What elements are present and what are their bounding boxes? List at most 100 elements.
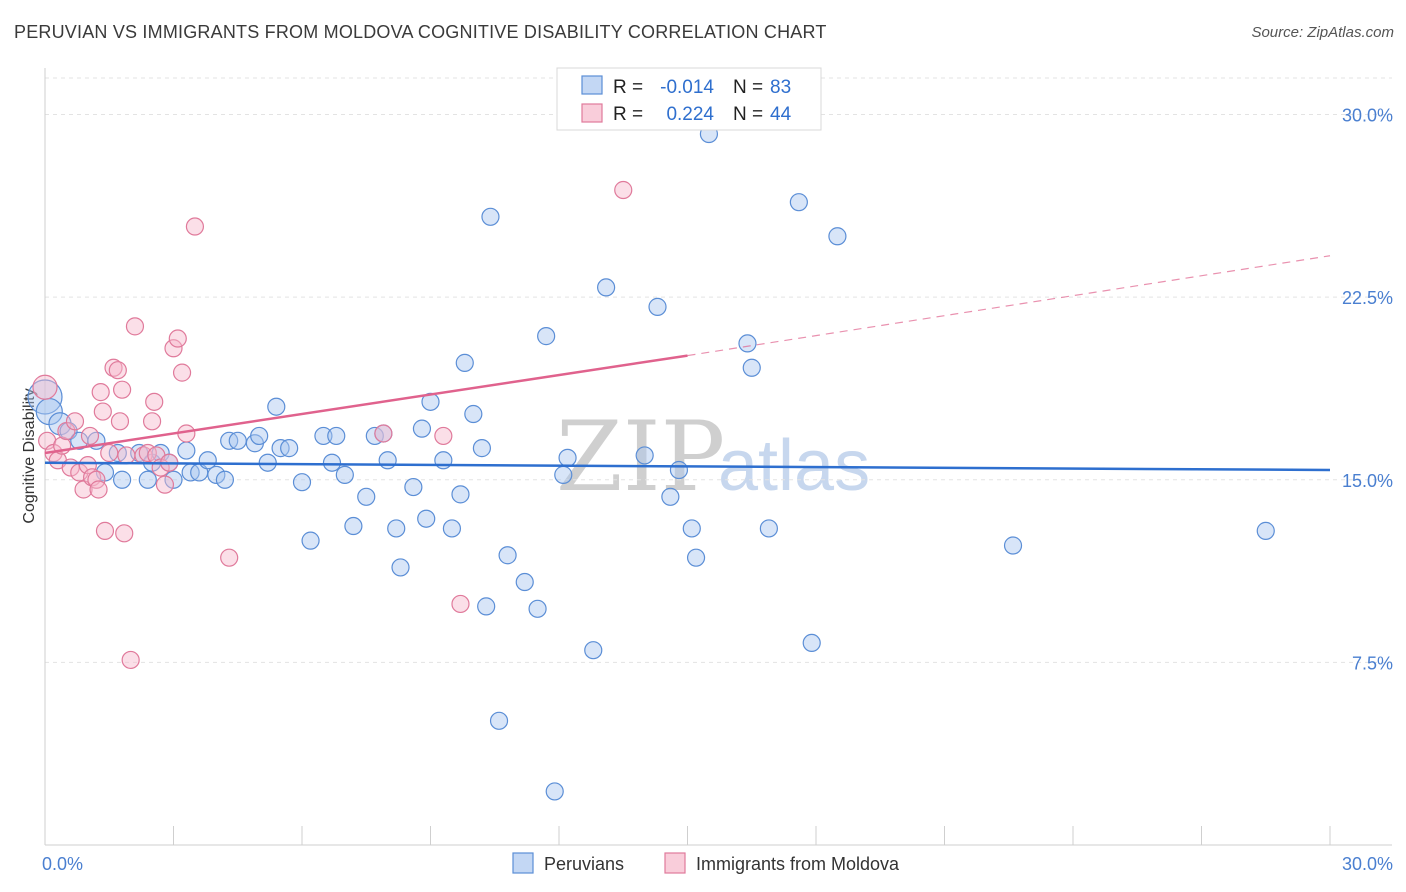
peruvians-point [412,419,432,438]
peruvians-point [545,782,564,801]
peruvians-point [267,397,286,416]
moldova-point [95,521,115,540]
legend-bottom-label-peruvians: Peruvians [544,854,624,874]
legend-n-value-peruvians: 83 [770,77,791,98]
peruvians-point [301,531,320,550]
legend-n-label-peruvians: N = [733,77,763,98]
peruvians-point [327,426,346,446]
chart-title: PERUVIAN VS IMMIGRANTS FROM MOLDOVA COGN… [14,22,827,42]
peruvians-point [27,379,63,415]
peruvians-point [322,453,342,472]
axes [44,68,1392,846]
peruvians-point [442,519,462,538]
moldova-point [89,480,108,499]
moldova-point [185,217,205,236]
moldova-point [614,180,633,200]
legend-r-label-peruvians: R = [613,77,643,98]
peruvians-point [669,460,689,480]
watermark: ZIP atlas [556,401,870,513]
peruvians-point [404,477,423,497]
x-tick-marks [44,826,1331,845]
peruvians-point [164,470,183,489]
peruvians-trend-line [44,461,1331,472]
legend-bottom-label-moldova: Immigrants from Moldova [696,854,900,874]
legend-bottom-swatch-moldova [664,852,686,874]
peruvians-point [554,465,573,484]
peruvians-point [584,641,603,660]
moldova-point [155,475,175,494]
peruvians-point [1003,536,1023,555]
legend-bottom: Peruvians Immigrants from Moldova [512,852,900,874]
peruvians-point [742,358,761,377]
moldova-point [32,374,58,400]
trend-lines [44,255,1331,472]
moldova-point [451,594,470,614]
moldova-point [108,361,127,380]
moldova-point [112,380,132,399]
gridlines [45,77,1392,663]
legend-swatch-moldova [581,103,603,123]
peruvians-point [391,558,410,577]
moldova-point [100,443,119,463]
peruvians-point [451,485,470,504]
moldova-point [80,426,100,446]
x-tick-label-max: 30.0% [1342,854,1393,874]
peruvians-point [481,207,500,226]
peruvians-point [455,353,474,372]
peruvians-point [378,451,397,470]
y-tick-label: 22.5% [1342,288,1393,308]
moldova-point [172,363,192,382]
peruvians-point [292,473,312,492]
legend-n-value-moldova: 44 [770,104,792,125]
legend-swatch-peruvians [581,75,603,95]
moldova-point [115,524,134,543]
peruvians-point [558,448,577,467]
peruvians-point [177,441,196,460]
peruvians-point [387,519,406,538]
peruvians-point [1256,521,1275,540]
moldova-point [121,650,140,670]
peruvians-point [828,227,847,246]
peruvians-point [738,334,757,353]
moldova-trend-extension [687,255,1331,357]
y-axis-label: Cognitive Disability [21,388,38,523]
moldova-points [32,180,633,670]
y-tick-labels: 7.5% 15.0% 22.5% 30.0% [1342,106,1393,674]
moldova-point [65,412,85,431]
peruvians-point [357,487,376,506]
y-tick-label: 15.0% [1342,471,1393,491]
peruvians-point [464,404,483,424]
source-label: Source: ZipAtlas.com [1251,24,1394,41]
peruvians-point [537,327,556,346]
peruvians-point [280,439,299,458]
moldova-point [374,424,393,443]
moldova-point [220,548,239,567]
peruvians-point [472,439,491,458]
peruvians-point [661,487,680,506]
legend-r-value-peruvians: -0.014 [660,77,714,98]
legend-bottom-swatch-peruvians [512,852,534,874]
peruvians-point [682,519,701,538]
peruvians-point [597,278,616,297]
legend-top: R = -0.014 N = 83 R = 0.224 N = 44 [556,67,822,131]
moldova-point [434,426,453,446]
moldova-point [93,402,112,421]
peruvians-point [314,426,333,446]
peruvians-point [477,597,496,616]
peruvians-point [250,426,269,446]
watermark-zip: ZIP [556,401,725,513]
peruvians-point [802,633,821,653]
peruvians-point [215,470,234,489]
peruvians-point [344,516,363,536]
peruvians-point [528,599,547,618]
legend-n-label-moldova: N = [733,104,763,125]
legend-r-label-moldova: R = [613,104,643,125]
moldova-point [164,339,183,358]
peruvians-point [138,470,157,489]
peruvians-point [207,465,226,484]
peruvians-point [335,465,354,484]
moldova-point [142,412,162,431]
y-tick-label: 30.0% [1342,106,1393,126]
x-tick-label-min: 0.0% [42,854,83,874]
